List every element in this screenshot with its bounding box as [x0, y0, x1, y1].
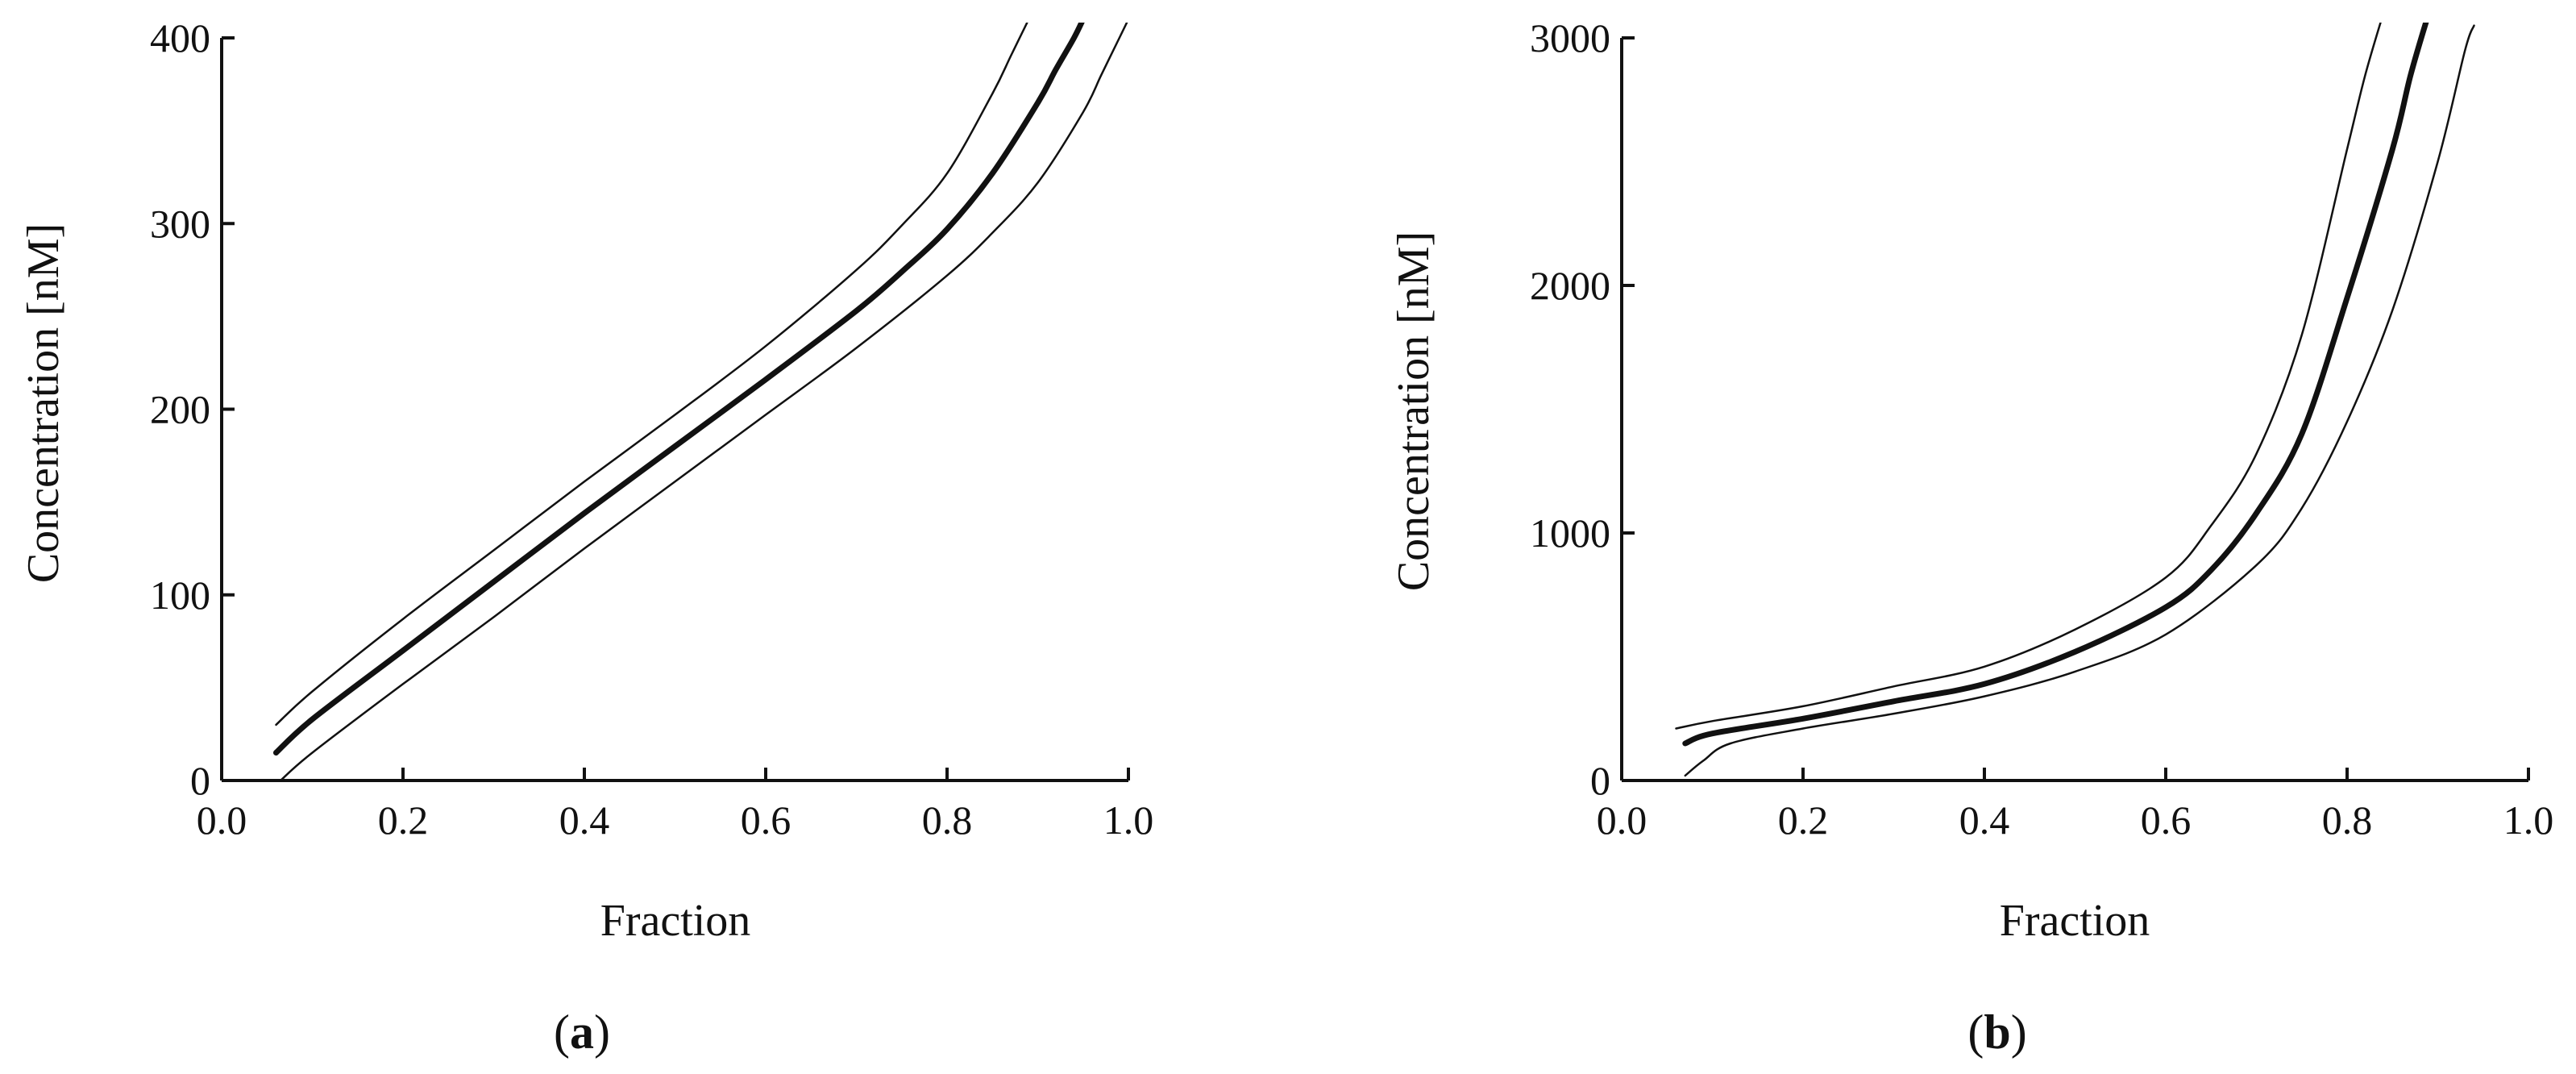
y-tick-label: 200 — [150, 387, 210, 432]
x-tick-label: 0.8 — [2322, 797, 2373, 843]
x-tick-label: 0.2 — [1778, 797, 1829, 843]
panel-label-b: (b) — [1967, 1005, 2026, 1059]
y-tick-label: 2000 — [1530, 263, 1610, 308]
y-axis-title-b: Concentration [nM] — [1389, 231, 1439, 591]
chart-panel-b: 0.0 0.2 0.4 0.6 0.8 1.0 0 1000 2000 3000 Fraction… — [1389, 15, 2553, 1059]
axes-a: 0.0 0.2 0.4 0.6 0.8 1.0 0 100 200 300 400 — [150, 15, 1153, 843]
x-tick-label: 0.6 — [741, 797, 791, 843]
curves-b — [1675, 23, 2475, 777]
axes-b: 0.0 0.2 0.4 0.6 0.8 1.0 0 1000 2000 3000 — [1530, 15, 2553, 843]
x-axis-title-a: Fraction — [600, 896, 751, 946]
x-tick-label: 0.8 — [922, 797, 973, 843]
series-lower-bound — [1684, 24, 2475, 777]
x-tick-label: 1.0 — [2503, 797, 2554, 843]
x-tick-label: 0.0 — [1597, 797, 1647, 843]
series-upper-bound — [1675, 23, 2382, 730]
x-axis-title-b: Fraction — [2000, 896, 2150, 946]
series-upper-bound — [275, 23, 1028, 726]
panel-letter-a: a — [570, 1005, 594, 1059]
y-tick-label: 1000 — [1530, 510, 1610, 556]
chart-panel-a: 0.0 0.2 0.4 0.6 0.8 1.0 0 100 200 300 400 Fraction… — [19, 15, 1153, 1059]
x-tick-label: 0.2 — [378, 797, 429, 843]
panel-label-a: (a) — [554, 1005, 610, 1059]
x-tick-label: 0.4 — [1959, 797, 2010, 843]
panel-letter-b: b — [1984, 1005, 2010, 1059]
x-tick-label: 1.0 — [1103, 797, 1154, 843]
x-tick-label: 0.0 — [197, 797, 247, 843]
y-axis-title-a: Concentration [nM] — [19, 223, 69, 583]
curves-a — [273, 23, 1128, 782]
series-fit — [273, 23, 1085, 756]
series-fit — [1682, 23, 2429, 747]
series-lower-bound — [279, 23, 1128, 782]
y-tick-label: 3000 — [1530, 15, 1610, 60]
y-tick-label: 100 — [150, 572, 210, 618]
y-tick-label: 300 — [150, 201, 210, 246]
y-tick-label: 0 — [190, 758, 210, 803]
y-tick-label: 400 — [150, 15, 210, 60]
x-tick-label: 0.6 — [2141, 797, 2192, 843]
y-tick-label: 0 — [1590, 758, 1610, 803]
x-tick-label: 0.4 — [559, 797, 610, 843]
